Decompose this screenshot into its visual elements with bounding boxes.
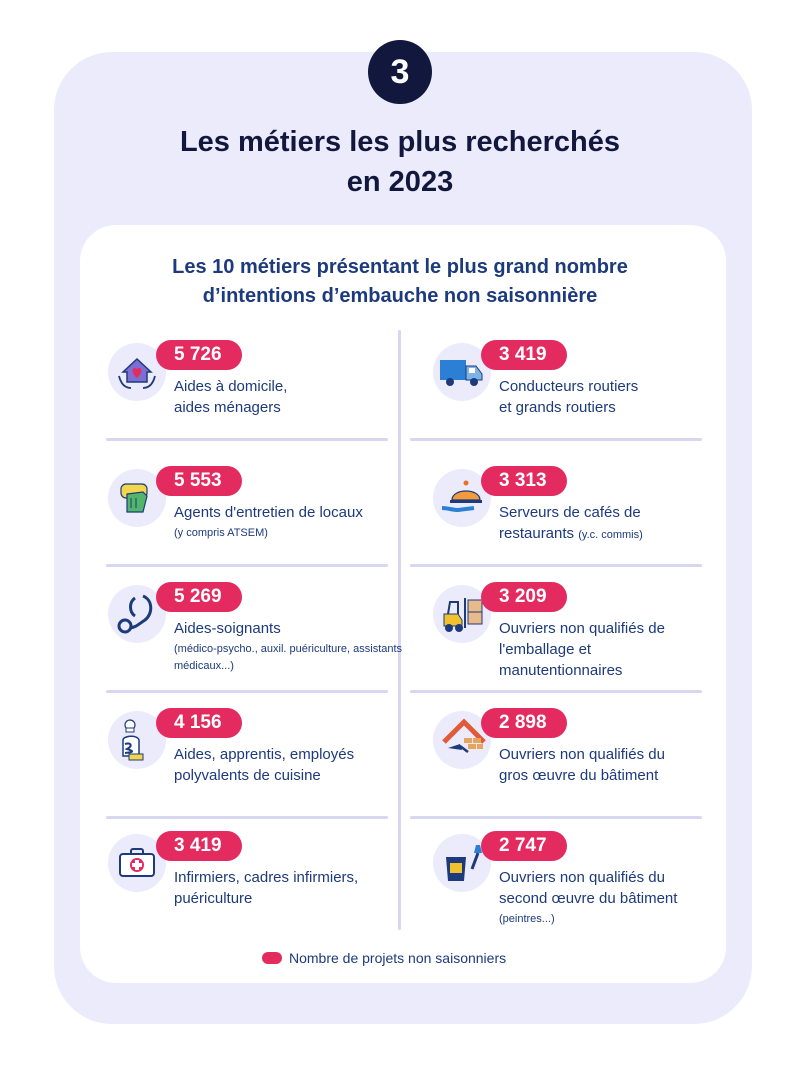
job-item: 4 156 Aides, apprentis, employés polyval… — [108, 708, 398, 821]
row-divider — [106, 564, 388, 567]
value-badge: 3 209 — [481, 582, 567, 612]
job-label: Infirmiers, cadres infirmiers, puéricult… — [174, 869, 359, 907]
number-badge: 3 — [368, 40, 432, 104]
value-badge: 5 553 — [156, 466, 242, 496]
legend-label: Nombre de projets non saisonniers — [289, 950, 507, 966]
job-label: Ouvriers non qualifiés du second œuvre d… — [499, 869, 678, 925]
brick-trowel-icon — [433, 711, 491, 769]
value-badge: 2 747 — [481, 831, 567, 861]
job-item: 2 747 Ouvriers non qualifiés du second œ… — [433, 831, 723, 944]
row-divider — [106, 816, 388, 819]
row-divider — [410, 564, 702, 567]
value-badge: 5 269 — [156, 582, 242, 612]
job-item: 3 209 Ouvriers non qualifiés de l'emball… — [433, 582, 723, 695]
card-subtitle: Les 10 métiers présentant le plus grand … — [172, 256, 628, 307]
row-divider — [106, 690, 388, 693]
job-label: Ouvriers non qualifiés du gros œuvre du … — [499, 746, 665, 784]
legend-swatch — [262, 952, 282, 964]
value-badge: 3 419 — [156, 831, 242, 861]
row-divider — [410, 438, 702, 441]
job-label: Conducteurs routiers et grands routiers — [499, 378, 639, 416]
value-badge: 4 156 — [156, 708, 242, 738]
chef-icon — [108, 711, 166, 769]
legend: Nombre de projets non saisonniers — [262, 950, 506, 966]
job-label: Aides à domicile, aides ménagers — [174, 378, 288, 416]
job-label: Aides, apprentis, employés polyvalents d… — [174, 746, 355, 784]
page-title: Les métiers les plus recherchés en 2023 — [179, 126, 621, 198]
job-label: Agents d'entretien de locaux (y compris … — [174, 504, 363, 539]
job-item: 5 726 Aides à domicile, aides ménagers — [108, 340, 398, 453]
job-item: 3 419 Conducteurs routiers et grands rou… — [433, 340, 723, 453]
job-label: Ouvriers non qualifiés de l'emballage et… — [499, 620, 665, 679]
job-item: 3 419 Infirmiers, cadres infirmiers, pué… — [108, 831, 398, 944]
cleaning-gloves-icon — [108, 469, 166, 527]
row-divider — [410, 690, 702, 693]
row-divider — [410, 816, 702, 819]
job-label: Aides-soignants (médico-psycho., auxil. … — [174, 620, 403, 672]
value-badge: 2 898 — [481, 708, 567, 738]
job-item: 2 898 Ouvriers non qualifiés du gros œuv… — [433, 708, 723, 821]
value-badge: 5 726 — [156, 340, 242, 370]
value-badge: 3 419 — [481, 340, 567, 370]
row-divider — [106, 438, 388, 441]
job-item: 5 269 Aides-soignants (médico-psycho., a… — [108, 582, 402, 695]
job-label: Serveurs de cafés de restaurants (y.c. c… — [499, 504, 643, 542]
value-badge: 3 313 — [481, 466, 567, 496]
job-item: 5 553 Agents d'entretien de locaux (y co… — [108, 466, 398, 579]
column-divider — [398, 330, 401, 930]
job-item: 3 313 Serveurs de cafés de restaurants (… — [433, 466, 723, 579]
